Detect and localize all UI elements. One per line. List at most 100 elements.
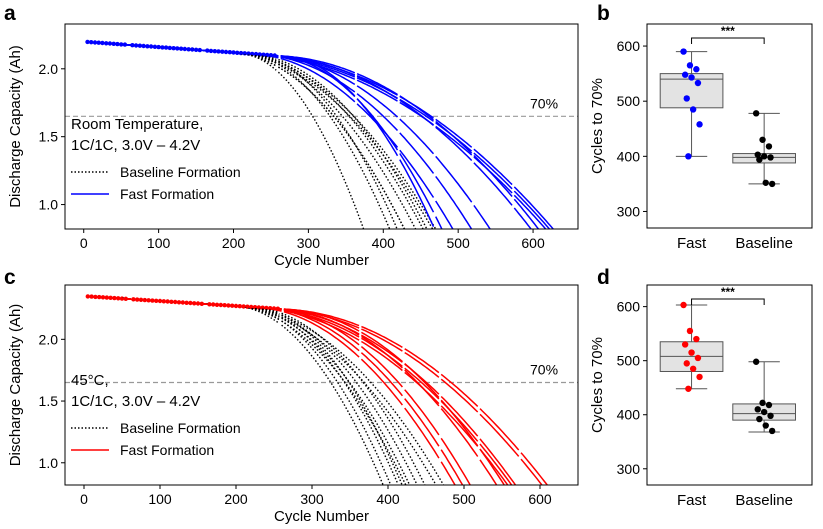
y-tick-label: 1.5 xyxy=(39,393,59,409)
significance-marker: *** xyxy=(721,24,735,38)
x-tick-label: 300 xyxy=(297,235,321,251)
y-tick-label: 600 xyxy=(617,38,641,54)
y-tick-label: 1.0 xyxy=(39,197,59,213)
data-point xyxy=(683,360,690,367)
data-point xyxy=(756,156,763,163)
plot-frame xyxy=(64,284,579,486)
panel-label-a: a xyxy=(4,2,16,25)
plot-frame xyxy=(646,284,813,486)
legend-label: Baseline Formation xyxy=(120,420,241,436)
data-point xyxy=(686,62,694,69)
data-point xyxy=(765,143,773,150)
data-point xyxy=(752,358,760,365)
significance-marker: *** xyxy=(721,285,735,299)
condition-annotation: Room Temperature, xyxy=(71,116,203,133)
x-tick-label: 500 xyxy=(446,235,470,251)
panel-label-b: b xyxy=(597,2,610,25)
x-tick-label: 500 xyxy=(452,491,476,507)
data-point xyxy=(756,415,763,423)
data-point xyxy=(696,373,703,381)
data-point xyxy=(694,354,702,362)
y-tick-label: 600 xyxy=(617,299,641,315)
chart-b: Fast Baseline *** 300 400 500 600 Cycles to 70% xyxy=(589,23,813,252)
x-tick-label: 400 xyxy=(372,235,396,251)
data-point xyxy=(688,74,695,81)
legend: Baseline Formation Fast Formation xyxy=(71,420,241,458)
x-tick-label: 300 xyxy=(300,491,324,507)
data-point xyxy=(768,427,776,435)
threshold-label: 70% xyxy=(530,362,558,378)
y-axis-label: Cycles to 70% xyxy=(589,78,606,174)
baseline-curve xyxy=(87,295,418,485)
data-point xyxy=(689,106,697,113)
data-point xyxy=(759,399,766,407)
panel-label-d: d xyxy=(597,266,610,289)
plot-frame xyxy=(646,23,813,229)
box-baseline xyxy=(732,110,796,188)
data-point xyxy=(752,110,760,117)
chart-c: 70% 0 100 200 300 400 500 600 1.0 1.5 2.0 Cycle Num… xyxy=(7,284,579,525)
curves xyxy=(85,294,549,485)
data-point xyxy=(760,153,768,160)
y-tick-label: 2.0 xyxy=(39,61,59,77)
data-point xyxy=(680,301,687,309)
box-fast xyxy=(659,301,724,392)
data-point xyxy=(693,335,700,343)
curves xyxy=(85,40,555,229)
x-axis-label: Cycle Number xyxy=(274,508,369,525)
data-point xyxy=(760,408,768,416)
data-point xyxy=(762,179,769,186)
data-point xyxy=(681,71,689,78)
y-tick-label: 400 xyxy=(617,407,641,423)
box-baseline xyxy=(732,358,796,435)
data-point xyxy=(683,95,690,102)
data-point xyxy=(768,180,776,188)
y-axis-label: Discharge Capacity (Ah) xyxy=(7,304,24,467)
box-fast xyxy=(659,48,724,160)
data-point xyxy=(685,153,692,160)
significance-bracket xyxy=(691,298,765,305)
x-tick-label: 0 xyxy=(80,491,88,507)
data-point xyxy=(694,79,702,87)
legend-label: Fast Formation xyxy=(120,186,214,202)
data-point xyxy=(689,365,697,372)
y-axis-label: Cycles to 70% xyxy=(589,337,606,433)
data-point xyxy=(759,136,766,143)
category-label: Baseline xyxy=(735,235,793,252)
data-point xyxy=(762,422,769,429)
chart-a: 70% 0 100 200 300 400 500 600 1.0 1.5 2.0 Cycle Num… xyxy=(7,23,579,269)
y-tick-label: 300 xyxy=(617,461,641,477)
chart-d: Fast Baseline *** 300 400 500 600 Cycles to 70% xyxy=(589,284,813,509)
x-tick-label: 100 xyxy=(148,491,172,507)
legend-label: Fast Formation xyxy=(120,442,214,458)
x-tick-label: 600 xyxy=(528,491,552,507)
category-label: Fast xyxy=(677,492,707,509)
x-tick-label: 200 xyxy=(224,491,248,507)
x-tick-label: 0 xyxy=(80,235,88,251)
plot-frame xyxy=(64,23,579,230)
data-point xyxy=(754,406,761,413)
fast-curve xyxy=(87,295,549,485)
data-point xyxy=(688,349,695,356)
legend: Baseline Formation Fast Formation xyxy=(71,164,241,202)
data-point xyxy=(767,412,774,420)
category-label: Baseline xyxy=(735,492,793,509)
y-tick-label: 500 xyxy=(617,93,641,109)
legend-label: Baseline Formation xyxy=(120,164,241,180)
y-tick-label: 1.5 xyxy=(39,129,59,145)
category-label: Fast xyxy=(677,235,707,252)
x-tick-label: 200 xyxy=(222,235,246,251)
x-axis-label: Cycle Number xyxy=(274,252,369,269)
condition-annotation: 1C/1C, 3.0V – 4.2V xyxy=(71,137,200,154)
condition-annotation: 1C/1C, 3.0V – 4.2V xyxy=(71,393,200,410)
data-point xyxy=(767,154,774,161)
fast-curve xyxy=(87,41,443,229)
x-tick-label: 400 xyxy=(376,491,400,507)
data-point xyxy=(754,151,761,158)
threshold-label: 70% xyxy=(530,95,558,111)
y-tick-label: 300 xyxy=(617,203,641,219)
data-point xyxy=(696,121,703,128)
data-point xyxy=(693,66,700,73)
x-tick-label: 600 xyxy=(521,235,545,251)
early-cycle-point xyxy=(85,294,91,299)
